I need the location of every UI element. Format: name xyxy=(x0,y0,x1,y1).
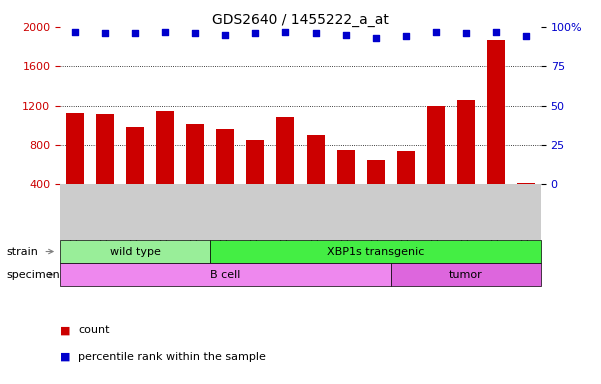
Bar xyxy=(367,160,385,223)
Point xyxy=(431,28,441,35)
Text: ■: ■ xyxy=(60,325,70,335)
Text: GDS2640 / 1455222_a_at: GDS2640 / 1455222_a_at xyxy=(212,13,389,27)
Point xyxy=(341,32,350,38)
Point xyxy=(70,28,80,35)
Point xyxy=(521,33,531,40)
Point xyxy=(491,28,501,35)
Point xyxy=(461,30,471,36)
Point xyxy=(221,32,230,38)
Bar xyxy=(246,140,264,223)
Text: XBP1s transgenic: XBP1s transgenic xyxy=(327,247,424,257)
Bar xyxy=(397,151,415,223)
Text: tumor: tumor xyxy=(449,270,483,280)
Bar xyxy=(307,135,325,223)
Bar xyxy=(156,111,174,223)
Bar xyxy=(216,129,234,223)
Point xyxy=(371,35,380,41)
Text: specimen: specimen xyxy=(6,270,59,280)
Text: ■: ■ xyxy=(60,352,70,362)
Text: B cell: B cell xyxy=(210,270,240,280)
Bar xyxy=(126,127,144,223)
Text: wild type: wild type xyxy=(110,247,160,257)
Text: strain: strain xyxy=(6,247,38,257)
Point xyxy=(401,33,410,40)
Bar xyxy=(276,118,294,223)
Text: percentile rank within the sample: percentile rank within the sample xyxy=(78,352,266,362)
Bar xyxy=(96,114,114,223)
Bar xyxy=(487,40,505,223)
Point xyxy=(160,28,170,35)
Text: count: count xyxy=(78,325,109,335)
Point xyxy=(130,30,140,36)
Bar xyxy=(337,151,355,223)
Bar xyxy=(427,106,445,223)
Point xyxy=(281,28,290,35)
Bar xyxy=(457,100,475,223)
Point xyxy=(251,30,260,36)
Bar xyxy=(66,114,84,223)
Point xyxy=(311,30,320,36)
Bar xyxy=(517,183,535,223)
Point xyxy=(100,30,110,36)
Bar xyxy=(186,124,204,223)
Point xyxy=(191,30,200,36)
